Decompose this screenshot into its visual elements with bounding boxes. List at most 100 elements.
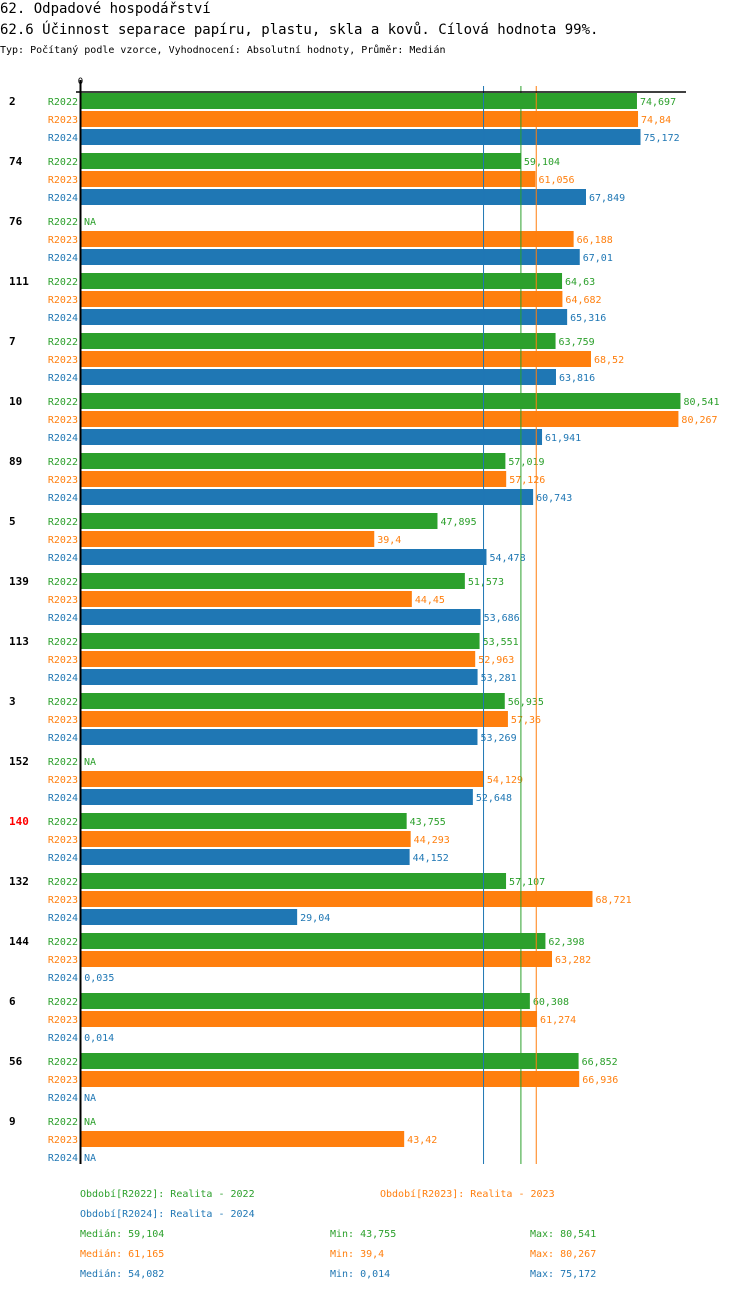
category-label: 2 — [9, 95, 16, 108]
category-group-74: 74 R2022 59,104 R2023 61,056 R2024 67,849 — [9, 153, 625, 205]
value-label: 43,755 — [410, 817, 446, 828]
series-label: R2023 — [48, 175, 78, 186]
category-label: 5 — [9, 515, 16, 528]
bar — [81, 153, 521, 169]
series-label: R2024 — [48, 193, 78, 204]
value-label: 56,935 — [508, 697, 544, 708]
series-label: R2022 — [48, 997, 78, 1008]
bar — [81, 873, 507, 889]
series-label: R2023 — [48, 835, 78, 846]
category-group-132: 132 R2022 57,107 R2023 68,721 R2024 29,04 — [9, 873, 632, 925]
value-label: 44,293 — [414, 835, 450, 846]
value-label: 57,019 — [508, 457, 544, 468]
value-label: 65,316 — [570, 313, 606, 324]
stat-median-r2022: Medián: 59,104 — [80, 1229, 165, 1240]
bar — [81, 771, 484, 787]
bar — [81, 393, 681, 409]
value-label: 74,697 — [640, 97, 676, 108]
value-label: 66,936 — [582, 1075, 618, 1086]
chart-meta: Typ: Počítaný podle vzorce, Vyhodnocení:… — [0, 45, 446, 56]
value-label: 53,269 — [480, 733, 516, 744]
bar — [81, 591, 412, 607]
bar — [81, 333, 556, 349]
bar — [81, 513, 438, 529]
category-group-89: 89 R2022 57,019 R2023 57,126 R2024 60,743 — [9, 453, 572, 505]
category-label: 113 — [9, 635, 29, 648]
series-label: R2023 — [48, 295, 78, 306]
category-label: 139 — [9, 575, 29, 588]
category-label: 76 — [9, 215, 23, 228]
series-label: R2024 — [48, 853, 78, 864]
stat-max-r2022: Max: 80,541 — [530, 1229, 597, 1240]
bar — [81, 1071, 580, 1087]
value-label: 47,895 — [440, 517, 476, 528]
bar — [81, 231, 574, 247]
legend-period-r2022: Období[R2022]: Realita - 2022 — [80, 1189, 255, 1200]
category-group-6: 6 R2022 60,308 R2023 61,274 R2024 0,014 — [9, 993, 576, 1045]
bar — [81, 633, 480, 649]
value-label: NA — [84, 1153, 96, 1164]
bar — [81, 291, 563, 307]
category-group-76: 76 R2022 NA R2023 66,188 R2024 67,01 — [9, 215, 613, 265]
series-label: R2024 — [48, 253, 78, 264]
value-label: 57,107 — [509, 877, 545, 888]
stat-min-r2024: Min: 0,014 — [330, 1269, 391, 1280]
bar — [81, 171, 536, 187]
category-group-111: 111 R2022 64,63 R2023 64,682 R2024 65,316 — [9, 273, 606, 325]
category-group-56: 56 R2022 66,852 R2023 66,936 R2024 NA — [9, 1053, 618, 1104]
series-label: R2024 — [48, 913, 78, 924]
series-label: R2023 — [48, 655, 78, 666]
series-label: R2023 — [48, 235, 78, 246]
bar — [81, 429, 543, 445]
value-label: 67,01 — [583, 253, 613, 264]
stat-min-r2022: Min: 43,755 — [330, 1229, 397, 1240]
bar — [81, 411, 679, 427]
series-label: R2022 — [48, 817, 78, 828]
series-label: R2023 — [48, 355, 78, 366]
bar — [81, 471, 507, 487]
value-label: 66,852 — [582, 1057, 618, 1068]
value-label: 80,541 — [683, 397, 719, 408]
stat-max-r2024: Max: 75,172 — [530, 1269, 597, 1280]
chapter-title: 62. Odpadové hospodářství — [0, 1, 211, 17]
bar — [81, 651, 476, 667]
value-label: 0,014 — [84, 1033, 114, 1044]
bar — [81, 729, 478, 745]
series-label: R2022 — [48, 337, 78, 348]
value-label: 68,721 — [595, 895, 631, 906]
category-label: 152 — [9, 755, 29, 768]
value-label: 53,551 — [483, 637, 519, 648]
series-label: R2024 — [48, 733, 78, 744]
series-label: R2022 — [48, 397, 78, 408]
value-label: 64,63 — [565, 277, 595, 288]
series-label: R2023 — [48, 115, 78, 126]
category-group-5: 5 R2022 47,895 R2023 39,4 R2024 54,478 — [9, 513, 526, 565]
chart-title: 62.6 Účinnost separace papíru, plastu, s… — [0, 22, 599, 38]
value-label: 51,573 — [468, 577, 504, 588]
series-label: R2024 — [48, 1153, 78, 1164]
series-label: R2024 — [48, 433, 78, 444]
series-label: R2022 — [48, 577, 78, 588]
bar — [81, 1131, 405, 1147]
bar — [81, 993, 530, 1009]
series-label: R2024 — [48, 493, 78, 504]
stat-median-r2024: Medián: 54,082 — [80, 1269, 165, 1280]
value-label: 62,398 — [548, 937, 584, 948]
value-label: NA — [84, 1117, 96, 1128]
value-label: 66,188 — [577, 235, 613, 246]
series-label: R2022 — [48, 877, 78, 888]
category-group-7: 7 R2022 63,759 R2023 68,52 R2024 63,816 — [9, 333, 624, 385]
value-label: 44,45 — [415, 595, 445, 606]
series-label: R2023 — [48, 955, 78, 966]
bar — [81, 909, 298, 925]
series-label: R2024 — [48, 313, 78, 324]
category-label: 132 — [9, 875, 29, 888]
value-label: 44,152 — [413, 853, 449, 864]
series-label: R2022 — [48, 1057, 78, 1068]
series-label: R2023 — [48, 595, 78, 606]
bar — [81, 1053, 579, 1069]
bar — [81, 273, 563, 289]
value-label: 57,36 — [511, 715, 541, 726]
series-label: R2023 — [48, 1075, 78, 1086]
value-label: 0,035 — [84, 973, 114, 984]
